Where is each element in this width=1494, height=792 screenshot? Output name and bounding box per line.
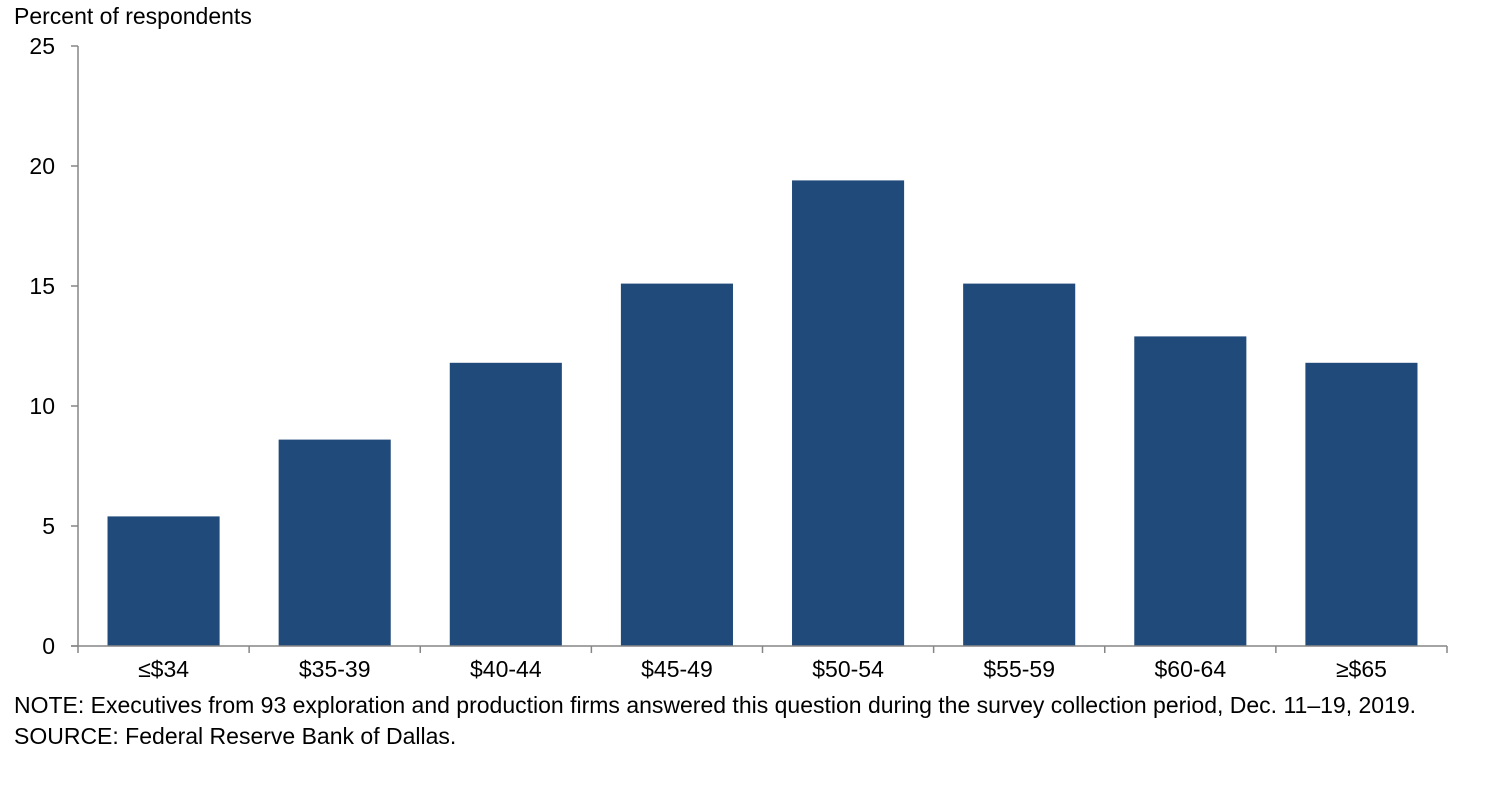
x-tick-label-7: ≥$65	[1336, 656, 1387, 682]
x-tick-label-4: $50-54	[812, 656, 884, 682]
y-tick-label-5: 25	[29, 33, 55, 59]
x-tick-label-5: $55-59	[983, 656, 1055, 682]
x-tick-label-1: $35-39	[299, 656, 371, 682]
bar-5	[963, 283, 1076, 646]
note-text: NOTE: Executives from 93 exploration and…	[14, 692, 1417, 718]
bar-2	[449, 362, 562, 646]
bar-chart: Percent of respondents 0 5 10 15 20 25 ≤$34 $3…	[14, 3, 1448, 682]
y-tick-label-4: 20	[29, 153, 55, 179]
bar-4	[792, 180, 905, 646]
y-tick-label-3: 15	[29, 273, 55, 299]
bar-7	[1305, 362, 1418, 646]
x-axis: ≤$34 $35-39 $40-44 $45-49 $50-54 $55-59 $60-64…	[71, 645, 1448, 682]
bar-6	[1134, 336, 1247, 646]
y-tick-label-1: 5	[42, 513, 55, 539]
y-tick-label-2: 10	[29, 393, 55, 419]
source-text: SOURCE: Federal Reserve Bank of Dallas.	[14, 723, 457, 749]
x-tick-label-3: $45-49	[641, 656, 713, 682]
x-tick-label-0: ≤$34	[138, 656, 189, 682]
y-axis: 0 5 10 15 20 25	[29, 33, 79, 659]
bar-0	[107, 516, 220, 646]
chart-notes: NOTE: Executives from 93 exploration and…	[14, 690, 1454, 752]
y-axis-title: Percent of respondents	[14, 3, 252, 29]
bar-3	[620, 283, 733, 646]
bars-group	[107, 180, 1418, 646]
bar-1	[278, 439, 391, 646]
x-tick-label-2: $40-44	[470, 656, 542, 682]
y-tick-label-0: 0	[42, 633, 55, 659]
x-tick-label-6: $60-64	[1155, 656, 1227, 682]
